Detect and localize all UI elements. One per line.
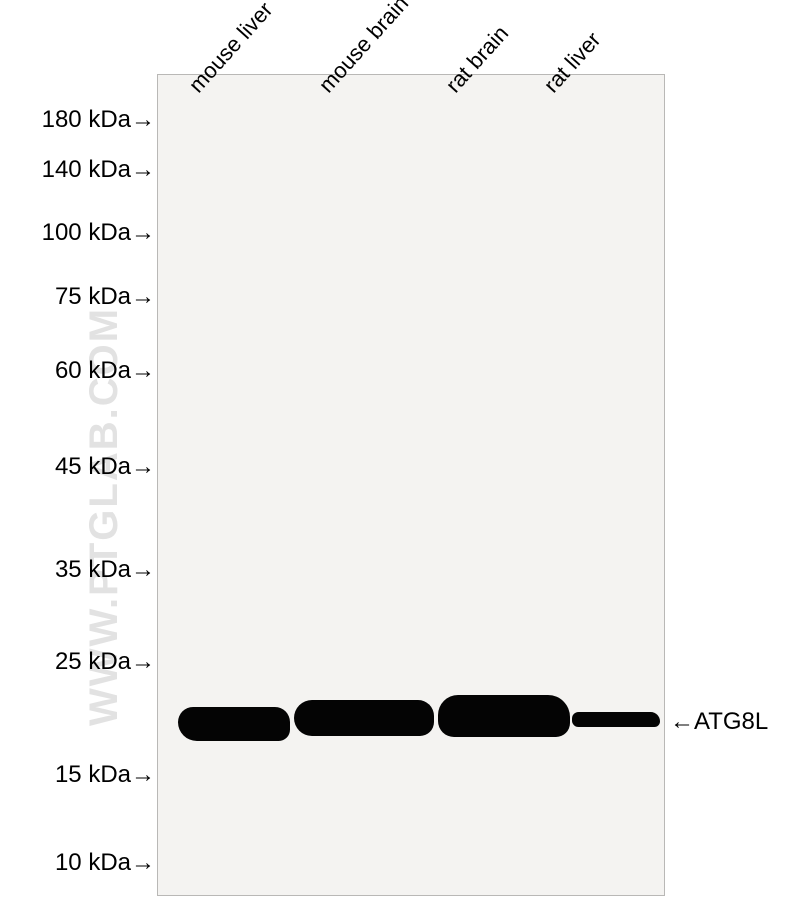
arrow-left-icon: ← xyxy=(670,708,694,736)
marker-label: 180 kDa→ xyxy=(0,106,155,134)
marker-label: 60 kDa→ xyxy=(0,357,155,385)
band-annotation: ←ATG8L xyxy=(670,708,768,736)
band xyxy=(294,700,434,736)
marker-label: 10 kDa→ xyxy=(0,849,155,877)
blot-frame xyxy=(157,74,665,896)
marker-label: 140 kDa→ xyxy=(0,156,155,184)
marker-label: 35 kDa→ xyxy=(0,556,155,584)
marker-label: 45 kDa→ xyxy=(0,453,155,481)
marker-label: 25 kDa→ xyxy=(0,648,155,676)
annotation-text: ATG8L xyxy=(694,708,768,735)
band xyxy=(178,707,290,741)
figure-root: WWW.PTGLAB.COM mouse liver mouse brain r… xyxy=(0,0,800,903)
marker-label: 75 kDa→ xyxy=(0,283,155,311)
marker-label: 100 kDa→ xyxy=(0,219,155,247)
marker-label: 15 kDa→ xyxy=(0,761,155,789)
band xyxy=(438,695,570,737)
band xyxy=(572,712,660,727)
